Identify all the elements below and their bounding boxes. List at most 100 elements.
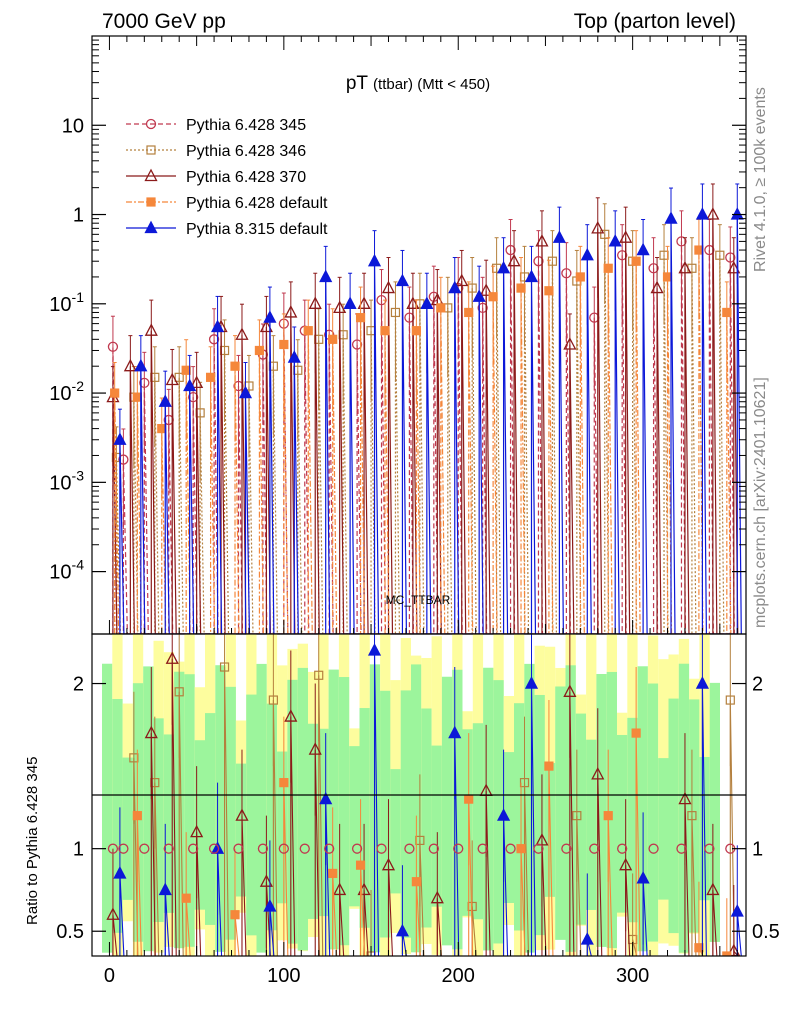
data-point — [279, 778, 289, 788]
data-point — [208, 843, 220, 854]
data-point — [165, 651, 179, 664]
data-point — [118, 843, 129, 854]
data-point — [563, 337, 577, 350]
data-point — [328, 334, 338, 344]
header-right: Top (parton level) — [574, 10, 736, 33]
data-point — [636, 870, 650, 884]
data-point — [351, 339, 363, 350]
x-tick-label: 200 — [442, 965, 475, 987]
data-point — [730, 207, 744, 220]
data-point — [144, 220, 158, 234]
data-point — [333, 300, 347, 314]
data-point — [552, 230, 566, 243]
ratio-band-green — [689, 699, 700, 933]
data-point — [589, 843, 600, 854]
data-point — [575, 272, 585, 282]
ratio-band-green — [318, 728, 329, 917]
data-point — [631, 256, 641, 266]
data-point — [319, 269, 333, 283]
data-point — [146, 197, 156, 207]
ratio-band-green — [503, 752, 514, 903]
series-pythia-6-428-370 — [106, 183, 741, 634]
ratio-series-pythia-6-428-default — [132, 667, 732, 956]
ratio-panel: 0.5 0.5 1 1 2 2 0 100 200 300 Ratio to Pythia 6.… — [24, 36, 780, 987]
data-point — [547, 256, 558, 266]
ratio-y-axis: 0.5 0.5 1 1 2 2 — [56, 674, 780, 944]
ratio-band-green — [256, 663, 267, 953]
data-point — [287, 350, 301, 363]
ratio-band-green — [380, 690, 391, 938]
data-point — [279, 339, 289, 350]
data-point — [636, 242, 650, 256]
data-point — [284, 709, 298, 722]
data-point — [479, 283, 493, 296]
data-point — [580, 247, 594, 261]
data-point — [420, 296, 434, 309]
ratio-y-tick-label-right: 2 — [752, 674, 763, 696]
data-point — [648, 263, 659, 274]
ratio-y-tick-label-right: 1 — [752, 839, 763, 861]
data-point — [706, 207, 720, 220]
data-point — [110, 388, 120, 398]
ratio-band-green — [122, 757, 133, 900]
data-point — [572, 811, 582, 821]
data-point — [380, 326, 390, 336]
y-tick-label: 10-1 — [49, 289, 84, 316]
legend-item: Pythia 6.428 default — [126, 195, 328, 212]
ratio-y-label: Ratio to Pythia 6.428 345 — [24, 757, 41, 925]
data-point — [406, 296, 420, 309]
data-point — [563, 684, 577, 697]
data-point — [725, 252, 736, 263]
data-point — [257, 843, 269, 854]
data-point — [139, 843, 150, 854]
data-point — [662, 272, 673, 282]
data-point — [343, 296, 357, 309]
data-point — [157, 423, 167, 434]
ratio-band-green — [297, 667, 308, 951]
x-tick-label: 100 — [267, 965, 300, 987]
data-point — [524, 676, 539, 689]
legend-label: Pythia 6.428 345 — [186, 117, 306, 134]
data-point — [516, 844, 526, 854]
data-point — [695, 207, 709, 220]
data-point — [519, 778, 530, 788]
data-point — [259, 319, 273, 333]
ratio-band-green — [400, 690, 411, 938]
legend-item: Pythia 6.428 345 — [126, 117, 306, 134]
data-point — [235, 327, 249, 340]
data-point — [453, 843, 464, 854]
data-point — [254, 345, 265, 356]
ratio-y-tick-label-left: 2 — [73, 674, 84, 696]
data-point — [722, 307, 732, 318]
ratio-band-green — [472, 723, 484, 920]
y-tick-label: 10 — [62, 115, 84, 137]
data-point — [355, 860, 366, 870]
data-point — [706, 882, 720, 896]
series-line — [112, 214, 739, 634]
data-point — [158, 394, 172, 407]
legend-label: Pythia 6.428 370 — [186, 169, 306, 186]
data-point — [129, 753, 139, 763]
data-point — [533, 256, 544, 267]
data-point — [608, 234, 622, 247]
data-point — [477, 302, 488, 314]
ratio-band-green — [658, 758, 669, 900]
ratio-band-green — [163, 734, 175, 913]
data-point — [107, 843, 119, 854]
data-point — [676, 236, 687, 247]
data-point — [535, 234, 549, 247]
data-point — [678, 791, 692, 805]
ratio-series-line — [133, 667, 735, 956]
ratio-band-green — [215, 665, 226, 952]
data-point — [436, 303, 446, 313]
data-point — [351, 843, 363, 854]
data-point — [134, 358, 148, 372]
data-point — [477, 843, 488, 854]
data-point — [467, 283, 477, 293]
ratio-band-green — [143, 666, 154, 952]
data-point — [328, 868, 338, 879]
ratio-band-green — [153, 718, 164, 922]
ratio-band-green — [483, 667, 494, 951]
chart-title-main: pT — [346, 73, 369, 94]
